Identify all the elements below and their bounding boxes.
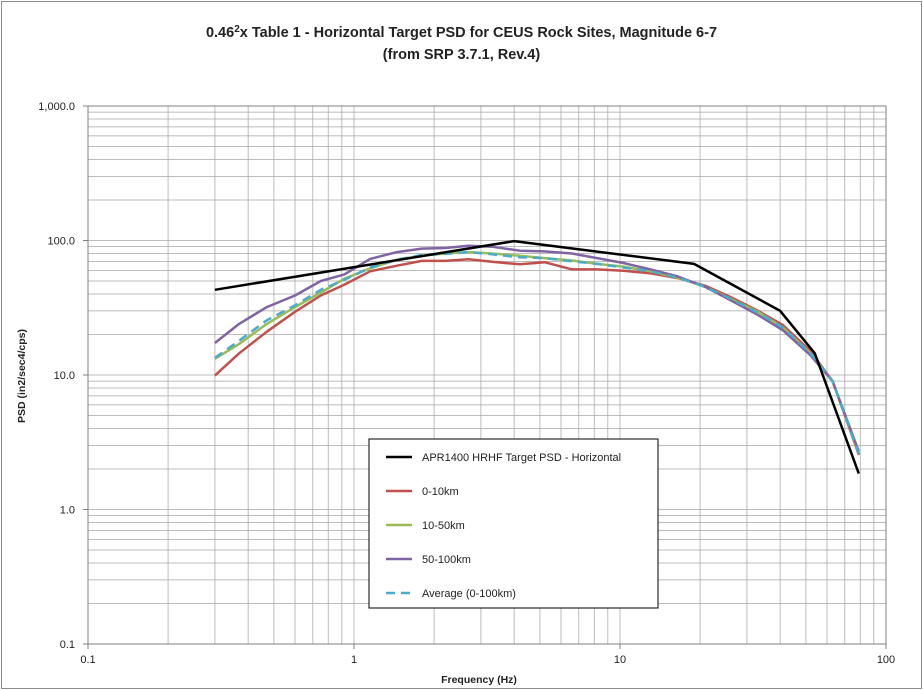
chart-title-prefix: 0.46	[206, 25, 234, 41]
y-axis-title: PSD (in2/sec4/cps)	[16, 329, 28, 423]
x-tick-label: 10	[614, 654, 626, 666]
x-axis-title: Frequency (Hz)	[441, 674, 517, 686]
series-line-1	[214, 258, 860, 456]
y-tick-label: 100.0	[47, 236, 75, 248]
series-line-2	[214, 250, 860, 455]
series-line-3	[214, 244, 860, 452]
legend-label: Average (0-100km)	[422, 588, 516, 600]
y-tick-label: 1.0	[60, 505, 75, 517]
tick-labels: 0.1 1 10 100 0.1 1.0 10.0 100.0 1,000.0	[38, 101, 895, 666]
y-tick-label: 10.0	[54, 370, 75, 382]
chart-title-superscript: 2	[234, 24, 240, 35]
legend-label: 0-10km	[422, 486, 459, 498]
y-tick-label: 0.1	[60, 639, 75, 651]
x-tick-label: 100	[877, 654, 895, 666]
legend-box	[368, 438, 659, 609]
chart-title-rest: x Table 1 - Horizontal Target PSD for CE…	[240, 25, 717, 41]
x-tick-label: 1	[351, 654, 357, 666]
legend-label: APR1400 HRHF Target PSD - Horizontal	[422, 452, 621, 464]
chart-title: 0.462x Table 1 - Horizontal Target PSD f…	[206, 24, 717, 41]
series-line-0	[214, 239, 860, 475]
chart-subtitle: (from SRP 3.7.1, Rev.4)	[383, 47, 541, 63]
x-tick-label: 0.1	[80, 654, 95, 666]
series-layer	[214, 239, 860, 475]
legend: APR1400 HRHF Target PSD - Horizontal 0-10…	[368, 438, 659, 609]
series-line-4	[214, 250, 860, 455]
legend-label: 50-100km	[422, 554, 471, 566]
y-tick-label: 1,000.0	[38, 101, 75, 113]
legend-label: 10-50km	[422, 520, 465, 532]
